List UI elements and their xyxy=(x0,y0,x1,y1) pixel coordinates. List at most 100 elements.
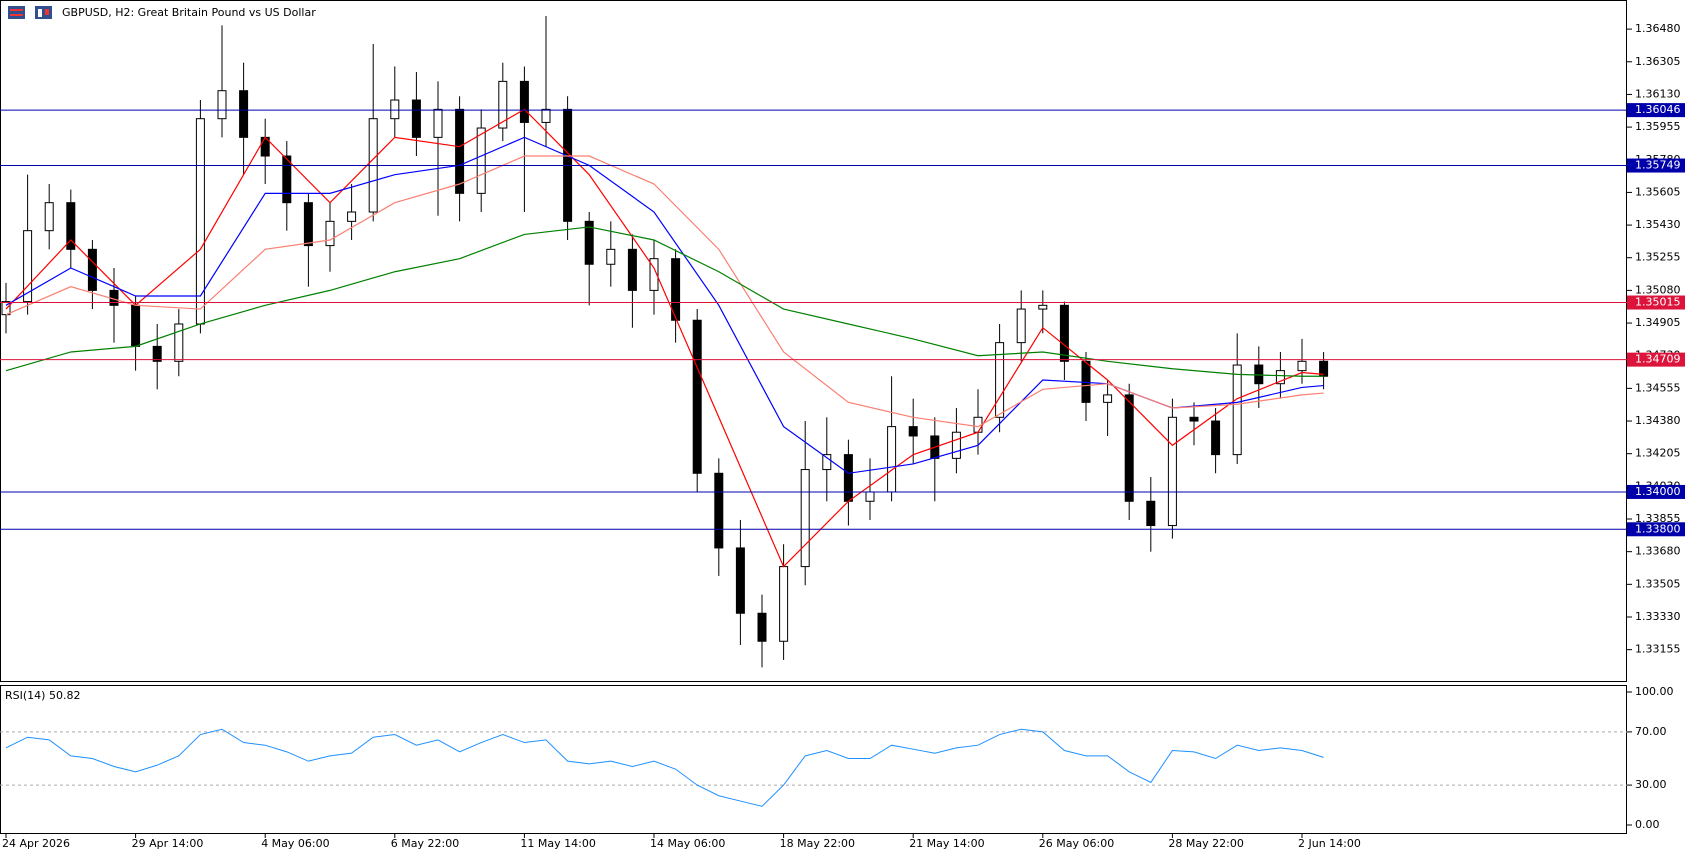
candle-body xyxy=(455,108,465,194)
candle-body xyxy=(1146,500,1156,527)
moving-average xyxy=(5,226,1324,377)
candle-body xyxy=(1059,304,1069,362)
y-tick-label: 1.33505 xyxy=(1635,577,1681,590)
y-tick-label: 100.00 xyxy=(1635,685,1674,698)
icon xyxy=(8,6,25,19)
candle-body xyxy=(152,345,162,362)
candle-body xyxy=(822,454,832,471)
level-label: 1.33800 xyxy=(1635,522,1681,535)
y-tick-label: 30.00 xyxy=(1635,778,1667,791)
candle-body xyxy=(1275,370,1285,385)
x-tick-label: 14 May 06:00 xyxy=(650,837,725,850)
y-tick-label: 1.36480 xyxy=(1635,22,1681,35)
candle-body xyxy=(411,99,421,138)
candle-body xyxy=(131,304,141,347)
candle-body xyxy=(1124,394,1134,502)
candle-body xyxy=(390,99,400,120)
rsi-title: RSI(14) 50.82 xyxy=(5,689,80,702)
candle-body xyxy=(347,211,357,222)
x-tick-label: 28 May 22:00 xyxy=(1168,837,1243,850)
y-tick-label: 1.35955 xyxy=(1635,120,1681,133)
y-tick-label: 1.36130 xyxy=(1635,87,1681,100)
candle-body xyxy=(1189,416,1199,422)
x-tick-label: 18 May 22:00 xyxy=(780,837,855,850)
candle-body xyxy=(519,80,529,123)
icon xyxy=(45,9,49,15)
y-tick-label: 1.34205 xyxy=(1635,447,1681,460)
x-tick-label: 24 Apr 2026 xyxy=(2,837,70,850)
y-tick-label: 1.36305 xyxy=(1635,55,1681,68)
candle-body xyxy=(87,248,97,291)
y-tick-label: 1.34555 xyxy=(1635,381,1681,394)
x-tick-label: 26 May 06:00 xyxy=(1039,837,1114,850)
level-label: 1.35015 xyxy=(1635,296,1681,309)
candle-body xyxy=(217,90,227,120)
x-tick-label: 11 May 14:00 xyxy=(520,837,595,850)
candle-body xyxy=(843,454,853,502)
x-tick-label: 6 May 22:00 xyxy=(391,837,459,850)
candle-body xyxy=(887,426,897,493)
icon xyxy=(10,9,23,11)
candle-body xyxy=(174,323,184,362)
candle-body xyxy=(908,426,918,437)
level-label-bg xyxy=(1627,352,1685,367)
rsi-line xyxy=(5,728,1324,807)
candle-body xyxy=(44,202,54,232)
icon xyxy=(38,9,42,17)
level-label-bg xyxy=(1627,158,1685,173)
level-label-bg xyxy=(1627,522,1685,537)
y-tick-label: 1.33330 xyxy=(1635,610,1681,623)
candle-body xyxy=(1038,304,1048,310)
x-tick-label: 29 Apr 14:00 xyxy=(132,837,204,850)
candle-body xyxy=(498,80,508,129)
candle-body xyxy=(1016,308,1026,344)
y-tick-label: 1.33680 xyxy=(1635,545,1681,558)
candle-body xyxy=(735,547,745,614)
candle-body xyxy=(282,155,292,204)
level-label: 1.34000 xyxy=(1635,485,1681,498)
candle-body xyxy=(541,108,551,123)
candle-body xyxy=(239,90,249,138)
candle-body xyxy=(195,118,205,325)
candle-body xyxy=(1211,420,1221,456)
candle-body xyxy=(800,469,810,568)
main-frame xyxy=(0,0,1627,682)
level-label: 1.34709 xyxy=(1635,353,1681,366)
level-label: 1.36046 xyxy=(1635,103,1681,116)
candle-body xyxy=(627,248,637,291)
level-label-bg xyxy=(1627,103,1685,118)
y-tick-label: 70.00 xyxy=(1635,725,1667,738)
x-tick-label: 2 Jun 14:00 xyxy=(1298,837,1361,850)
chart-title: GBPUSD, H2: Great Britain Pound vs US Do… xyxy=(62,6,316,19)
candle-body xyxy=(584,220,594,265)
level-label-bg xyxy=(1627,484,1685,499)
candle-body xyxy=(865,491,875,502)
level-label: 1.35749 xyxy=(1635,159,1681,172)
rsi-frame xyxy=(0,685,1627,834)
candle-body xyxy=(66,202,76,250)
y-tick-label: 1.35430 xyxy=(1635,218,1681,231)
x-tick-label: 4 May 06:00 xyxy=(261,837,329,850)
candle-body xyxy=(1232,364,1242,456)
candle-body xyxy=(779,566,789,642)
y-tick-label: 1.35605 xyxy=(1635,185,1681,198)
x-tick-label: 21 May 14:00 xyxy=(909,837,984,850)
candle-body xyxy=(606,248,616,265)
y-tick-label: 1.33155 xyxy=(1635,643,1681,656)
y-tick-label: 1.35080 xyxy=(1635,283,1681,296)
icon xyxy=(35,6,52,19)
candle-body xyxy=(951,431,961,459)
candle-body xyxy=(476,127,486,194)
candle-body xyxy=(649,258,659,291)
icon xyxy=(10,14,23,16)
candle-body xyxy=(692,319,702,474)
candle-body xyxy=(995,342,1005,418)
y-tick-label: 0.00 xyxy=(1635,818,1660,831)
candle-body xyxy=(714,472,724,549)
candle-body xyxy=(1167,416,1177,527)
candle-body xyxy=(303,202,313,247)
y-tick-label: 1.34380 xyxy=(1635,414,1681,427)
candle-body xyxy=(671,258,681,321)
level-label-bg xyxy=(1627,295,1685,310)
